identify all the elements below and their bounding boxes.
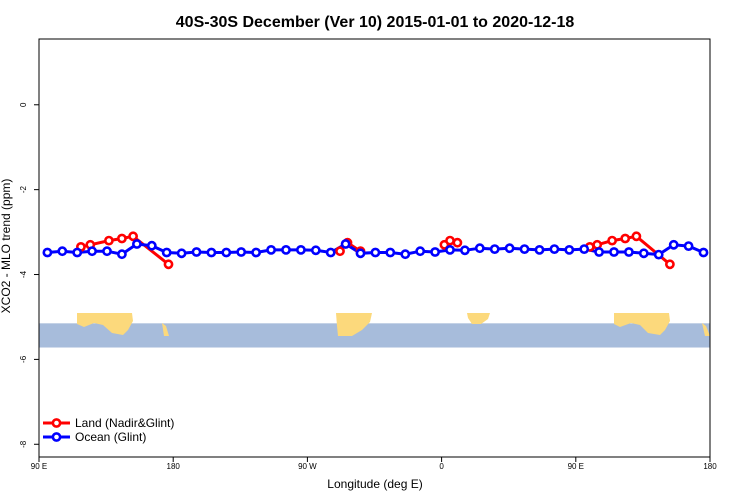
- x-tick-label: 180: [167, 462, 181, 471]
- ocean-data-point: [191, 247, 202, 257]
- ocean-data-point: [504, 243, 515, 254]
- ocean-data-point: [668, 239, 679, 250]
- land-data-point: [163, 259, 174, 270]
- ocean-data-point: [594, 247, 604, 257]
- land-data-point: [128, 231, 138, 242]
- map-land-australia-2: [614, 313, 670, 335]
- land-data-point: [665, 259, 675, 270]
- ocean-data-point: [489, 244, 500, 254]
- ocean-data-point: [519, 244, 530, 254]
- ocean-data-point: [102, 246, 112, 257]
- world-map-strip: [39, 313, 710, 348]
- legend: Land (Nadir&Glint)Ocean (Glint): [43, 416, 174, 444]
- y-tick-label: -2: [19, 185, 28, 193]
- land-data-point: [104, 235, 114, 246]
- land-data-point: [117, 233, 127, 244]
- ocean-data-point: [430, 247, 440, 257]
- ocean-data-point: [534, 244, 545, 255]
- ocean-data-point: [146, 240, 157, 251]
- x-axis-label: Longitude (deg E): [327, 477, 422, 491]
- ocean-data-point: [281, 244, 291, 255]
- ocean-data-point: [295, 244, 306, 255]
- plot-frame: [38, 38, 711, 458]
- ocean-data-point: [161, 247, 172, 258]
- ocean-data-point: [445, 244, 455, 255]
- x-tick-label: 0: [439, 462, 444, 471]
- legend-label: Land (Nadir&Glint): [75, 416, 174, 430]
- map-land-south-america: [336, 313, 372, 336]
- ocean-data-point: [400, 249, 411, 260]
- ocean-data-point: [459, 245, 470, 256]
- ocean-data-point: [176, 248, 187, 259]
- y-axis: 0 -2 -4 -6 -8: [19, 102, 39, 448]
- ocean-data-point: [72, 247, 83, 258]
- x-tick-label: 90 E: [568, 462, 584, 471]
- ocean-data-point: [87, 246, 97, 257]
- ocean-data-point: [340, 239, 351, 249]
- x-tick-label: 90 W: [298, 462, 317, 471]
- y-axis-label: XCO2 - MLO trend (ppm): [0, 179, 13, 314]
- chart-title: 40S-30S December (Ver 10) 2015-01-01 to …: [176, 14, 575, 31]
- land-data-point: [620, 233, 631, 244]
- y-tick-label: 0: [19, 102, 28, 107]
- map-ocean: [39, 323, 710, 348]
- land-data-point: [335, 246, 345, 257]
- ocean-data-point: [415, 246, 426, 257]
- x-tick-label: 90 E: [31, 462, 47, 471]
- x-tick-label: 180: [703, 462, 717, 471]
- y-tick-label: -4: [19, 270, 28, 278]
- land-data-point: [607, 235, 617, 246]
- ocean-data-point: [370, 247, 381, 258]
- ocean-data-point: [221, 247, 232, 258]
- ocean-data-point: [57, 246, 68, 257]
- ocean-data-point: [624, 247, 634, 257]
- land-data-point: [631, 231, 642, 242]
- y-tick-label: -8: [19, 440, 28, 448]
- map-land-africa: [467, 313, 490, 324]
- ocean-data-point: [355, 248, 366, 259]
- ocean-data-point: [683, 241, 694, 251]
- legend-swatch-marker: [51, 418, 62, 428]
- map-land-australia-1: [77, 313, 133, 335]
- ocean-data-point: [251, 247, 261, 258]
- series-points: [42, 231, 709, 270]
- ocean-data-point: [638, 248, 649, 259]
- land-data-point: [452, 237, 463, 248]
- map-land-nz-1: [162, 323, 169, 336]
- ocean-data-point: [698, 247, 709, 258]
- map-land-nz-2: [702, 323, 710, 336]
- ocean-data-point: [266, 244, 276, 255]
- ocean-data-point: [117, 249, 127, 260]
- legend-label: Ocean (Glint): [75, 430, 146, 444]
- ocean-data-point: [609, 247, 619, 257]
- ocean-data-point: [131, 239, 142, 249]
- x-axis: 90 E 180 90 W 0 90 E 180: [31, 457, 717, 471]
- ocean-data-point: [549, 244, 560, 254]
- ocean-data-point: [653, 249, 664, 260]
- ocean-data-point: [564, 244, 575, 255]
- ocean-data-point: [236, 247, 247, 257]
- ocean-data-point: [325, 247, 336, 258]
- ocean-data-point: [310, 245, 321, 256]
- y-tick-label: -6: [19, 355, 28, 363]
- legend-swatch-marker: [51, 432, 62, 442]
- ocean-data-point: [579, 244, 590, 254]
- ocean-data-point: [206, 247, 217, 258]
- ocean-data-point: [385, 247, 396, 258]
- ocean-data-point: [474, 243, 485, 254]
- ocean-data-point: [42, 247, 53, 258]
